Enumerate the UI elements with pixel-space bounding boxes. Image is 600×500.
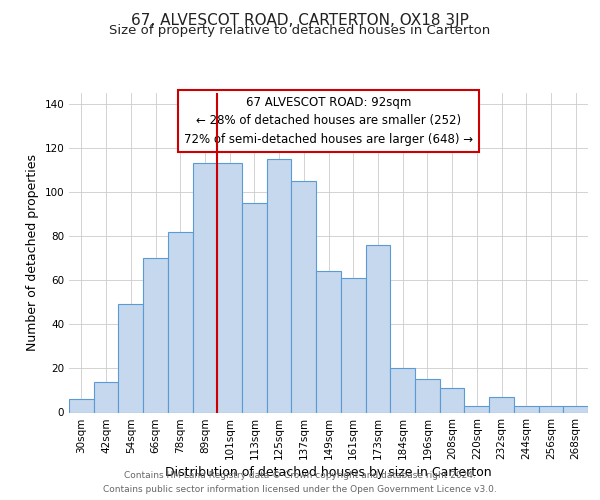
Bar bbox=[267, 158, 292, 412]
Text: 67, ALVESCOT ROAD, CARTERTON, OX18 3JP: 67, ALVESCOT ROAD, CARTERTON, OX18 3JP bbox=[131, 12, 469, 28]
Text: Contains public sector information licensed under the Open Government Licence v3: Contains public sector information licen… bbox=[103, 484, 497, 494]
Bar bbox=[563, 406, 588, 412]
Bar bbox=[217, 163, 242, 412]
Bar bbox=[440, 388, 464, 412]
Bar bbox=[193, 163, 217, 412]
Bar bbox=[168, 232, 193, 412]
Bar bbox=[143, 258, 168, 412]
Bar bbox=[365, 245, 390, 412]
Bar bbox=[69, 400, 94, 412]
Bar bbox=[94, 382, 118, 412]
Text: Contains HM Land Registry data © Crown copyright and database right 2024.: Contains HM Land Registry data © Crown c… bbox=[124, 472, 476, 480]
Bar bbox=[390, 368, 415, 412]
Bar bbox=[292, 181, 316, 412]
Bar bbox=[341, 278, 365, 412]
Bar bbox=[539, 406, 563, 412]
Bar bbox=[489, 397, 514, 412]
Bar bbox=[118, 304, 143, 412]
Text: Size of property relative to detached houses in Carterton: Size of property relative to detached ho… bbox=[109, 24, 491, 37]
Bar bbox=[316, 272, 341, 412]
Y-axis label: Number of detached properties: Number of detached properties bbox=[26, 154, 39, 351]
Bar bbox=[464, 406, 489, 412]
Bar bbox=[415, 380, 440, 412]
Bar bbox=[242, 203, 267, 412]
X-axis label: Distribution of detached houses by size in Carterton: Distribution of detached houses by size … bbox=[165, 466, 492, 479]
Text: 67 ALVESCOT ROAD: 92sqm
← 28% of detached houses are smaller (252)
72% of semi-d: 67 ALVESCOT ROAD: 92sqm ← 28% of detache… bbox=[184, 96, 473, 146]
Bar bbox=[514, 406, 539, 412]
